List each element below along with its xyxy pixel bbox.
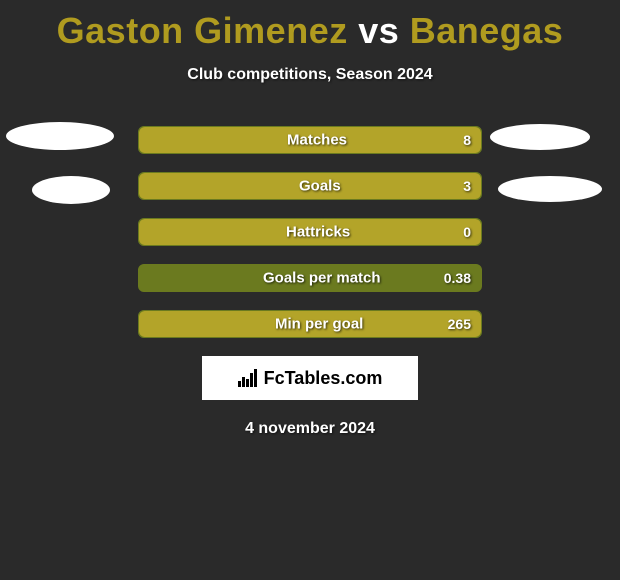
footer-logo-text: FcTables.com (238, 368, 383, 389)
stat-value: 265 (448, 316, 471, 332)
stat-row: Hattricks 0 (138, 218, 482, 246)
subtitle: Club competitions, Season 2024 (0, 66, 620, 84)
logo-label: FcTables.com (264, 368, 383, 389)
stat-label: Min per goal (275, 316, 363, 333)
footer-date: 4 november 2024 (0, 420, 620, 438)
stats-container: Matches 8 Goals 3 Hattricks 0 Goals per match 0… (138, 126, 482, 338)
stat-row: Goals per match 0.38 (138, 264, 482, 292)
stat-value: 0.38 (444, 270, 471, 286)
stat-label: Goals per match (263, 270, 381, 287)
decorative-ellipse (32, 176, 110, 204)
decorative-ellipse (6, 122, 114, 150)
stat-value: 0 (463, 224, 471, 240)
page-title: Gaston Gimenez vs Banegas (0, 0, 620, 52)
stat-row: Goals 3 (138, 172, 482, 200)
stat-label: Matches (287, 132, 347, 149)
stat-row: Min per goal 265 (138, 310, 482, 338)
bars-icon (238, 369, 258, 387)
stat-label: Goals (299, 178, 341, 195)
stat-value: 8 (463, 132, 471, 148)
stat-row: Matches 8 (138, 126, 482, 154)
footer-logo[interactable]: FcTables.com (202, 356, 418, 400)
stat-label: Hattricks (286, 224, 350, 241)
decorative-ellipse (490, 124, 590, 150)
decorative-ellipse (498, 176, 602, 202)
stat-value: 3 (463, 178, 471, 194)
